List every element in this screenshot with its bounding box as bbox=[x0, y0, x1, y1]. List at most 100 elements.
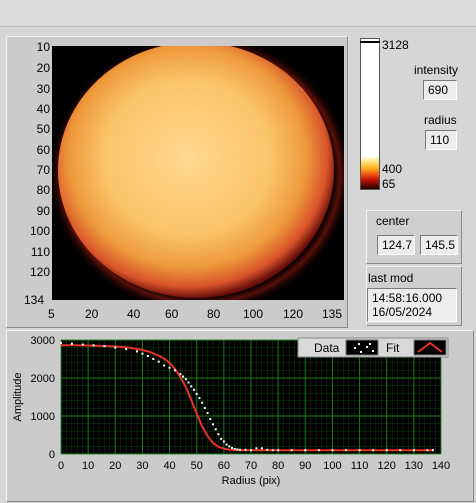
data-point bbox=[225, 443, 228, 446]
center-x-indicator: 124.7 bbox=[377, 235, 415, 255]
legend: Data Fit bbox=[297, 337, 449, 358]
data-point bbox=[92, 344, 95, 347]
data-point bbox=[174, 369, 176, 372]
profile-chart[interactable]: 0 10 20 30 40 50 60 70 80 90 100 110 120 130 140 0 1000 2… bbox=[0, 330, 476, 503]
data-point bbox=[385, 449, 388, 452]
data-point bbox=[255, 447, 258, 450]
x-tick-label: 0 bbox=[58, 460, 64, 472]
radius-label: radius bbox=[424, 113, 457, 127]
data-point bbox=[399, 449, 402, 452]
x-tick-label: 40 bbox=[163, 460, 175, 472]
radius-indicator: 110 bbox=[425, 130, 457, 150]
y-tick: 70 bbox=[36, 163, 50, 177]
data-point bbox=[152, 358, 155, 360]
x-tick: 120 bbox=[283, 307, 304, 321]
data-point bbox=[206, 411, 209, 414]
y-tick-label: 3000 bbox=[31, 335, 55, 347]
legend-marker bbox=[369, 343, 371, 345]
x-tick-label: 50 bbox=[191, 460, 203, 472]
y-axis-label: Amplitude bbox=[12, 373, 24, 422]
y-tick: 100 bbox=[29, 224, 50, 238]
last-mod-label: last mod bbox=[368, 271, 414, 285]
data-point bbox=[426, 449, 429, 452]
y-tick: 110 bbox=[30, 245, 50, 259]
data-point bbox=[182, 375, 185, 378]
y-tick-label: 0 bbox=[49, 449, 55, 461]
x-tick: 80 bbox=[207, 307, 221, 321]
legend-marker bbox=[366, 346, 368, 348]
colorbar-min-label: 65 bbox=[382, 177, 396, 191]
center-label: center bbox=[376, 214, 410, 228]
y-tick: 120 bbox=[29, 265, 50, 279]
data-point bbox=[163, 364, 166, 367]
intensity-label: intensity bbox=[414, 63, 459, 77]
data-point bbox=[212, 423, 214, 426]
legend-label: Fit bbox=[386, 341, 400, 355]
y-tick: 30 bbox=[36, 82, 50, 96]
data-point bbox=[372, 449, 375, 452]
legend-marker bbox=[354, 347, 356, 349]
legend-marker bbox=[358, 343, 360, 345]
x-tick-label: 140 bbox=[432, 460, 450, 472]
data-point bbox=[214, 428, 217, 431]
x-tick-label: 70 bbox=[245, 460, 257, 472]
y-tick: 20 bbox=[36, 61, 50, 75]
colorbar-max-label: 3128 bbox=[382, 38, 409, 52]
x-tick: 20 bbox=[85, 307, 99, 321]
data-point bbox=[231, 446, 233, 449]
data-point bbox=[266, 448, 269, 451]
data-point bbox=[136, 350, 138, 353]
x-tick-label: 10 bbox=[82, 460, 94, 472]
y-tick: 134 bbox=[23, 293, 44, 307]
data-point bbox=[217, 433, 220, 436]
colorbar[interactable] bbox=[360, 38, 380, 190]
y-tick: 50 bbox=[36, 122, 50, 136]
data-point bbox=[412, 449, 415, 452]
data-point bbox=[193, 388, 195, 391]
y-tick: 10 bbox=[36, 40, 50, 54]
data-point bbox=[179, 373, 182, 376]
x-tick-label: 30 bbox=[136, 460, 148, 472]
y-tick: 90 bbox=[36, 204, 50, 218]
data-point bbox=[317, 449, 320, 452]
data-point bbox=[331, 449, 334, 452]
data-point bbox=[222, 440, 225, 443]
data-point bbox=[184, 378, 187, 381]
y-tick: 60 bbox=[36, 143, 50, 157]
data-point bbox=[236, 448, 239, 451]
legend-marker bbox=[372, 350, 374, 352]
data-point bbox=[125, 348, 128, 351]
intensity-image[interactable] bbox=[52, 46, 344, 300]
data-point bbox=[141, 352, 144, 355]
data-point bbox=[195, 392, 198, 395]
data-point bbox=[250, 449, 252, 452]
data-point bbox=[304, 449, 307, 452]
x-tick-label: 60 bbox=[218, 460, 230, 472]
y-tick-label: 1000 bbox=[31, 411, 55, 423]
data-point bbox=[345, 449, 347, 452]
last-mod-date: 16/05/2024 bbox=[372, 305, 433, 319]
image-y-axis: 10 20 30 40 50 60 70 80 90 100 110 120 1… bbox=[6, 40, 52, 307]
x-tick-label: 20 bbox=[109, 460, 121, 472]
last-mod-indicator: 14:58:16.000 16/05/2024 bbox=[367, 288, 457, 322]
data-point bbox=[70, 342, 73, 345]
x-tick-label: 130 bbox=[405, 460, 423, 472]
data-point bbox=[209, 418, 212, 421]
x-tick-label: 120 bbox=[378, 460, 396, 472]
x-tick: 60 bbox=[165, 307, 179, 321]
data-point bbox=[203, 407, 206, 410]
colorbar-top-marker bbox=[360, 41, 380, 43]
x-tick-label: 80 bbox=[272, 460, 284, 472]
data-point bbox=[103, 345, 106, 348]
data-point bbox=[233, 448, 236, 451]
data-point bbox=[260, 447, 263, 450]
legend-swatch-fit bbox=[413, 339, 447, 356]
x-tick: 40 bbox=[127, 307, 141, 321]
beam-spot bbox=[58, 46, 334, 298]
data-point bbox=[220, 437, 223, 440]
data-point bbox=[81, 343, 84, 346]
y-tick: 80 bbox=[36, 183, 50, 197]
legend-label: Data bbox=[314, 341, 340, 355]
heatmap-svg bbox=[52, 46, 344, 300]
last-mod-time: 14:58:16.000 bbox=[372, 291, 443, 305]
